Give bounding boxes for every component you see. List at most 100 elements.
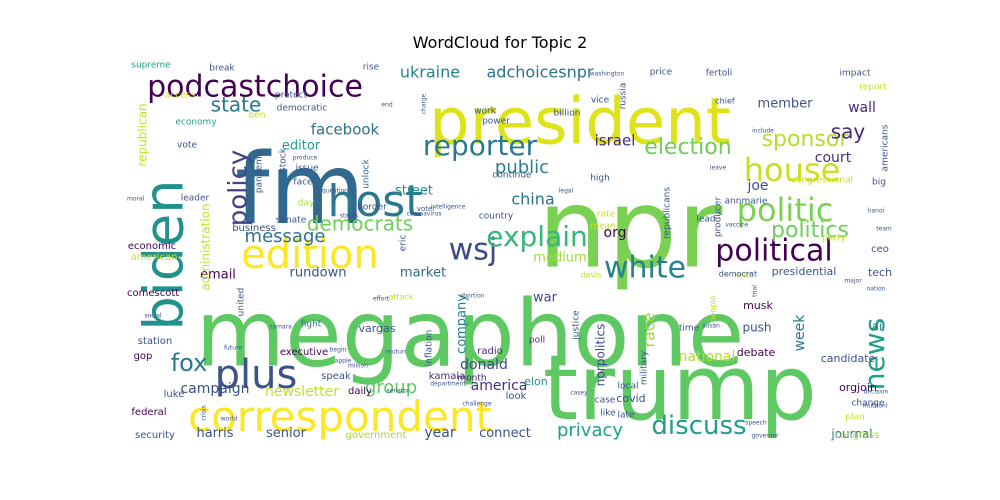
word-apple: apple — [335, 358, 352, 365]
word-power: power — [482, 117, 510, 127]
word-megaphone: megaphone — [196, 280, 745, 387]
word-produce: produce — [293, 155, 318, 162]
word-national: national — [679, 349, 736, 365]
word-donald: donald — [460, 357, 508, 373]
word-work: work — [474, 107, 497, 117]
word-tech: tech — [868, 266, 892, 279]
word-discuss: discuss — [651, 411, 746, 441]
word-podcastchoice: podcastchoice — [147, 70, 363, 105]
word-host: host — [328, 176, 423, 227]
word-federal: federal — [131, 407, 166, 418]
word-correspondent: correspondent — [188, 392, 492, 441]
word-senator: senator — [387, 388, 410, 395]
word-unlock: unlock — [362, 158, 372, 188]
word-npr: npr — [538, 164, 724, 292]
word-border: border — [357, 203, 387, 213]
word-explain: explain — [486, 220, 588, 253]
word-price: price — [650, 68, 673, 78]
word-senate: senate — [276, 216, 307, 226]
word-fox: fox — [171, 349, 208, 377]
word-social: social — [144, 313, 161, 320]
word-edition: edition — [241, 232, 379, 278]
word-vaccine: vaccine — [726, 222, 749, 229]
word-crisis: crisis — [201, 405, 208, 420]
word-charge: charge — [421, 93, 428, 114]
word-issue: issue — [295, 164, 319, 174]
word-case: case — [595, 396, 616, 406]
word-trial: trial — [752, 285, 759, 297]
word-gop: gop — [134, 351, 153, 362]
word-push: push — [742, 321, 771, 335]
word-washington: washington — [590, 71, 625, 78]
word-russia: russia — [619, 83, 629, 110]
word-time: time — [679, 324, 700, 334]
word-fm: fm — [235, 133, 365, 247]
word-challenge: challenge — [462, 401, 491, 408]
word-supreme: supreme — [131, 61, 171, 71]
word-wsj: wsj — [449, 233, 498, 268]
word-company: company — [455, 294, 470, 354]
word-white: white — [604, 251, 686, 286]
word-ukraine: ukraine — [400, 63, 460, 82]
word-race: race — [640, 312, 659, 347]
word-ceo: ceo — [871, 244, 889, 255]
word-message: message — [245, 226, 326, 247]
word-news: news — [858, 318, 891, 390]
word-major: major — [844, 278, 862, 285]
word-change: change — [851, 399, 885, 409]
word-leave: leave — [710, 165, 727, 172]
word-politic: politic — [737, 191, 834, 229]
word-luke: luke — [164, 389, 185, 400]
word-include: include — [752, 128, 774, 135]
word-senior: senior — [266, 426, 307, 441]
word-public: public — [495, 157, 549, 178]
word-republican: republican — [136, 103, 150, 166]
word-biden: biden — [133, 179, 196, 330]
word-muthoni: muthoni — [863, 403, 888, 410]
word-business: business — [232, 223, 276, 234]
word-effort: effort — [373, 296, 390, 303]
word-democratic: democratic — [277, 104, 328, 114]
word-plus: plus — [215, 352, 298, 398]
word-chief: chief — [715, 97, 735, 106]
word-debate: debate — [737, 346, 776, 359]
word-late: late — [617, 411, 635, 421]
word-congress: congress — [835, 430, 880, 441]
word-people: people — [709, 295, 718, 322]
word-nprpolitics: nprpolitics — [594, 324, 608, 387]
word-country: country — [479, 212, 514, 222]
word-producer: producer — [714, 197, 724, 238]
word-daily: daily — [348, 386, 372, 397]
word-local: local — [618, 382, 639, 392]
word-fight: fight — [301, 320, 322, 330]
word-plan: plan — [845, 413, 864, 423]
word-adchoicesnpr: adchoicesnpr — [487, 63, 594, 82]
word-million: million — [348, 363, 368, 370]
word-party: party — [822, 234, 846, 244]
word-begin: begin — [330, 347, 347, 354]
word-republicans: republicans — [663, 187, 673, 239]
word-email: email — [200, 268, 236, 283]
word-pandemic: pandemic — [255, 149, 265, 193]
word-poll: poll — [529, 336, 545, 346]
word-report: report — [859, 83, 887, 93]
word-comescott: comescott — [127, 288, 179, 299]
word-year: year — [424, 425, 455, 441]
word-stock: stock — [279, 147, 289, 172]
word-davis: davis — [580, 271, 601, 280]
word-politics: politics — [771, 218, 849, 243]
word-justice: justice — [572, 310, 582, 341]
word-day: day — [298, 199, 315, 209]
word-org: org — [604, 225, 627, 241]
word-vice: vice — [591, 96, 610, 106]
word-ai: ai — [872, 320, 883, 334]
word-vote: vote — [177, 141, 197, 151]
word-policy: policy — [224, 150, 254, 227]
word-americans: americans — [881, 124, 891, 171]
word-political: political — [715, 234, 832, 269]
word-high: high — [590, 174, 610, 184]
word-ben: ben — [249, 111, 266, 121]
word-rise: rise — [363, 63, 380, 73]
word-democrat: democrat — [719, 270, 757, 279]
